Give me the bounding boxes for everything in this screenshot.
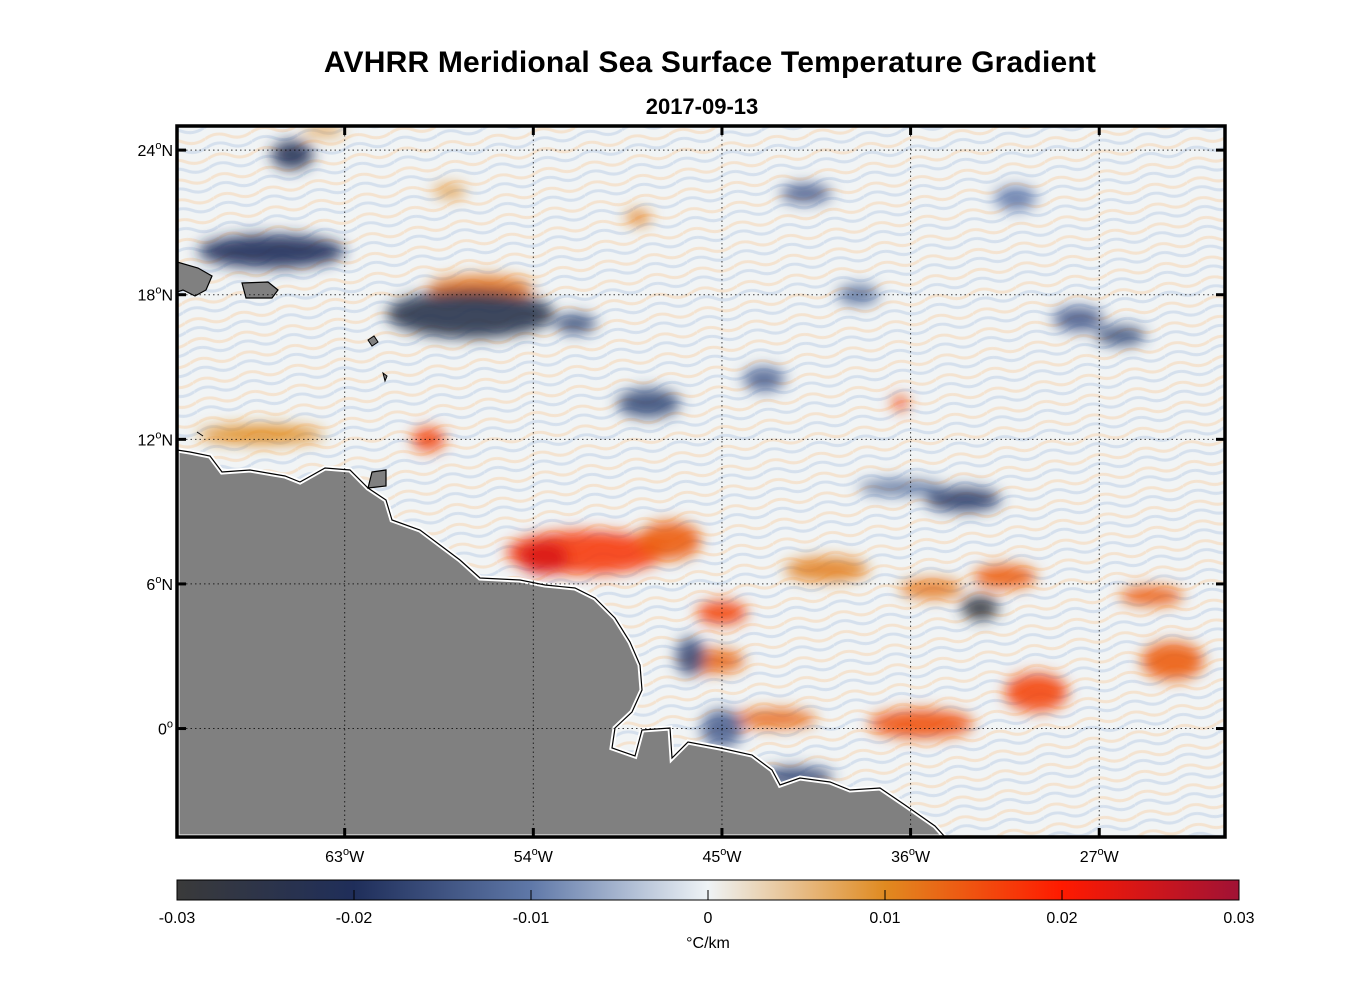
positive-gradient-patch [868, 709, 974, 739]
negative-gradient-patch [780, 183, 831, 204]
positive-gradient-patch [197, 424, 324, 445]
map-title: AVHRR Meridional Sea Surface Temperature… [323, 46, 1097, 79]
colorbar: -0.03 -0.02 -0.01 0 0.01 0.02 0.03 °C/km [159, 879, 1255, 952]
negative-gradient-patch [197, 234, 345, 269]
positive-gradient-patch [1120, 586, 1184, 606]
colorbar-tick-label: 0.02 [1046, 910, 1077, 927]
tick-label-value: 54 [514, 849, 532, 866]
positive-gradient-patch [432, 183, 467, 199]
map-frame [175, 124, 1227, 839]
positive-gradient-patch [784, 557, 869, 582]
tick-label-degree: o [343, 846, 349, 858]
colorbar-tick-label: -0.03 [159, 910, 196, 927]
tick-label-value: 27 [1080, 849, 1098, 866]
negative-gradient-patch [271, 140, 314, 170]
negative-gradient-patch [837, 285, 880, 305]
longitude-label: 36oW [891, 846, 931, 866]
tick-label-hemisphere: W [538, 849, 554, 866]
trinidad-island [367, 469, 387, 489]
colorbar-tick-label: -0.02 [336, 910, 373, 927]
negative-gradient-patch [675, 636, 706, 676]
grenada-island [196, 431, 204, 437]
positive-gradient-patch [638, 521, 701, 560]
positive-gradient-patch [625, 210, 651, 225]
positive-gradient-patch [518, 540, 569, 575]
martinique-island [382, 371, 388, 383]
graticule [177, 126, 1225, 837]
negative-gradient-patch [1053, 306, 1104, 331]
tick-label-value: 63 [325, 849, 343, 866]
puerto-rico-island [241, 281, 279, 299]
colorbar-tick-label: -0.01 [513, 910, 550, 927]
colorbar-unit-label: °C/km [686, 935, 730, 952]
colorbar-tick-label: 0 [704, 910, 713, 927]
latitude-label: 0o [158, 719, 173, 739]
positive-gradient-patch [900, 579, 963, 599]
tick-label-degree: o [167, 719, 173, 731]
negative-gradient-patch [554, 313, 597, 334]
negative-gradient-patch [386, 289, 555, 339]
longitude-label: 63oW [325, 846, 365, 866]
tick-label-value: 45 [702, 849, 720, 866]
tick-label-hemisphere: W [349, 849, 365, 866]
south-america-coastline [177, 449, 946, 837]
longitude-label: 45oW [702, 846, 742, 866]
positive-gradient-patch [891, 395, 909, 411]
latitude-label: 12oN [138, 429, 173, 449]
positive-gradient-patch [411, 427, 446, 452]
colorbar-tick-label: 0.01 [869, 910, 900, 927]
tick-label-degree: o [532, 846, 538, 858]
positive-gradient-patch [1004, 673, 1068, 712]
negative-gradient-patch [1095, 326, 1146, 346]
tick-label-degree: o [155, 574, 161, 586]
tick-label-hemisphere: W [915, 849, 931, 866]
tick-label-hemisphere: W [726, 849, 742, 866]
latitude-label: 24oN [138, 140, 173, 160]
positive-gradient-patch [732, 709, 817, 729]
tick-label-hemisphere: N [161, 577, 173, 594]
tick-label-degree: o [155, 429, 161, 441]
tick-label-degree: o [155, 285, 161, 297]
tick-label-degree: o [155, 140, 161, 152]
tick-label-degree: o [1098, 846, 1104, 858]
negative-gradient-patch [617, 388, 681, 418]
negative-gradient-patch [742, 367, 785, 392]
guadeloupe-island [367, 335, 379, 347]
tick-label-value: 36 [891, 849, 909, 866]
tick-label-value: 24 [138, 143, 156, 160]
tick-label-value: 18 [138, 288, 156, 305]
tick-label-value: 12 [138, 432, 156, 449]
negative-gradient-patch [925, 487, 1001, 512]
colorbar-tick-label: 0.03 [1223, 910, 1254, 927]
latitude-label: 6oN [146, 574, 173, 594]
negative-gradient-patch [858, 480, 943, 495]
negative-gradient-patch [994, 186, 1037, 211]
tick-label-degree: o [909, 846, 915, 858]
axis-ticks [177, 126, 1225, 837]
tick-label-value: 0 [158, 722, 167, 739]
tick-label-hemisphere: N [161, 288, 173, 305]
map-area [177, 126, 1225, 837]
tick-label-hemisphere: W [1104, 849, 1120, 866]
longitude-labels: 63oW 54oW 45oW 36oW 27oW [325, 846, 1119, 866]
positive-gradient-patch [973, 564, 1037, 589]
longitude-label: 54oW [514, 846, 554, 866]
latitude-label: 18oN [138, 285, 173, 305]
positive-gradient-patch [1141, 641, 1205, 681]
negative-gradient-patch [960, 595, 999, 621]
tick-label-degree: o [720, 846, 726, 858]
positive-gradient-patch [302, 126, 345, 136]
longitude-label: 27oW [1080, 846, 1120, 866]
tick-label-hemisphere: N [161, 432, 173, 449]
colorbar-ticks: -0.03 -0.02 -0.01 0 0.01 0.02 0.03 [159, 890, 1255, 927]
tick-label-hemisphere: N [161, 143, 173, 160]
tick-label-value: 6 [146, 577, 155, 594]
map-subtitle: 2017-09-13 [645, 94, 759, 119]
